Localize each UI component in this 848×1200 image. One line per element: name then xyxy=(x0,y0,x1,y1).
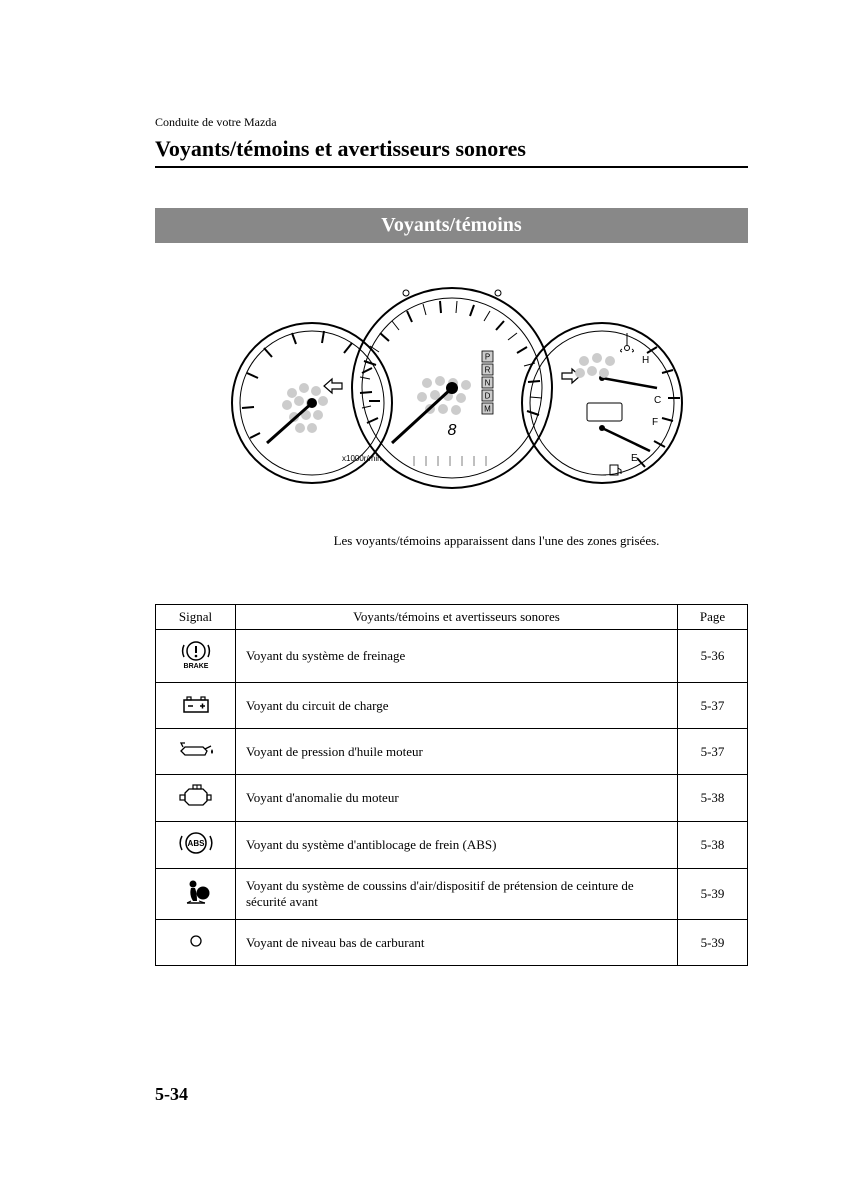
svg-text:M: M xyxy=(484,405,491,414)
signal-desc: Voyant du circuit de charge xyxy=(236,683,678,729)
svg-text:H: H xyxy=(642,355,649,366)
temp-icon xyxy=(620,333,633,352)
svg-text:BRAKE: BRAKE xyxy=(183,663,208,670)
col-desc: Voyants/témoins et avertisseurs sonores xyxy=(236,605,678,630)
svg-text:F: F xyxy=(652,417,658,428)
signal-page: 5-37 xyxy=(678,729,748,775)
signal-icon-airbag xyxy=(156,869,236,920)
svg-text:8: 8 xyxy=(447,422,456,439)
svg-text:P: P xyxy=(484,353,489,362)
temp-fuel-gauge: H C F E xyxy=(522,323,682,483)
tachometer-gauge: x1000r/min xyxy=(232,323,392,483)
section-title: Voyants/témoins et avertisseurs sonores xyxy=(155,136,748,168)
table-row: ABS Voyant du système d'antiblocage de fr… xyxy=(156,822,748,869)
signal-icon-engine xyxy=(156,775,236,822)
signal-page: 5-36 xyxy=(678,630,748,683)
signal-desc: Voyant du système de freinage xyxy=(236,630,678,683)
svg-text:D: D xyxy=(484,392,490,401)
svg-text:E: E xyxy=(631,453,638,464)
svg-text:R: R xyxy=(484,366,490,375)
signal-desc: Voyant de pression d'huile moteur xyxy=(236,729,678,775)
svg-text:ABS: ABS xyxy=(187,839,205,848)
instrument-cluster: x1000r/min xyxy=(155,273,748,503)
signal-icon-fuel xyxy=(156,920,236,966)
signals-table: Signal Voyants/témoins et avertisseurs s… xyxy=(155,604,748,966)
signal-icon-oil xyxy=(156,729,236,775)
svg-text:C: C xyxy=(654,395,661,406)
signal-icon-abs: ABS xyxy=(156,822,236,869)
signal-page: 5-39 xyxy=(678,920,748,966)
breadcrumb: Conduite de votre Mazda xyxy=(155,115,748,130)
signal-desc: Voyant du système de coussins d'air/disp… xyxy=(236,869,678,920)
table-row: Voyant de niveau bas de carburant5-39 xyxy=(156,920,748,966)
table-row: Voyant de pression d'huile moteur5-37 xyxy=(156,729,748,775)
col-page: Page xyxy=(678,605,748,630)
table-row: Voyant du circuit de charge5-37 xyxy=(156,683,748,729)
section-banner: Voyants/témoins xyxy=(155,208,748,243)
table-row: Voyant du système de coussins d'air/disp… xyxy=(156,869,748,920)
left-turn-icon xyxy=(324,379,342,393)
signal-page: 5-39 xyxy=(678,869,748,920)
table-row: BRAKE Voyant du système de freinage5-36 xyxy=(156,630,748,683)
caption: Les voyants/témoins apparaissent dans l'… xyxy=(245,533,748,549)
signal-page: 5-38 xyxy=(678,822,748,869)
fuel-pump-icon xyxy=(603,465,621,475)
signal-desc: Voyant de niveau bas de carburant xyxy=(236,920,678,966)
signal-icon-battery xyxy=(156,683,236,729)
col-signal: Signal xyxy=(156,605,236,630)
signal-page: 5-37 xyxy=(678,683,748,729)
page-number: 5-34 xyxy=(155,1084,188,1105)
signal-icon-brake: BRAKE xyxy=(156,630,236,683)
table-row: Voyant d'anomalie du moteur5-38 xyxy=(156,775,748,822)
tach-label: x1000r/min xyxy=(342,454,382,463)
svg-text:N: N xyxy=(484,379,490,388)
signal-desc: Voyant d'anomalie du moteur xyxy=(236,775,678,822)
signal-page: 5-38 xyxy=(678,775,748,822)
signal-desc: Voyant du système d'antiblocage de frein… xyxy=(236,822,678,869)
